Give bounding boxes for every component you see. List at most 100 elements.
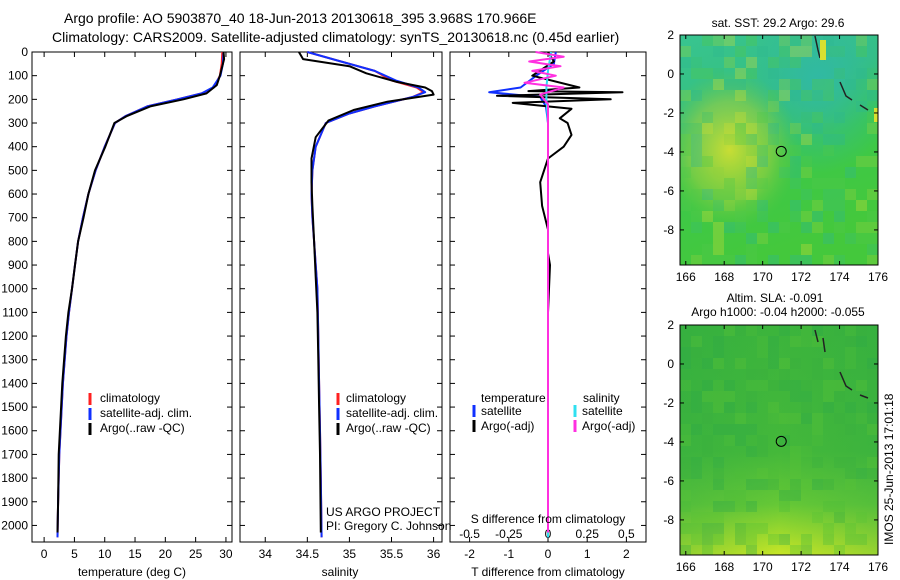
heatmap-cell: [680, 46, 691, 57]
heatmap-cell: [713, 380, 724, 391]
heatmap-cell: [801, 244, 812, 255]
heatmap-cell: [735, 523, 746, 534]
x-tick-label: 15: [128, 547, 142, 561]
salinity-axes: [239, 51, 443, 543]
heatmap-cell: [702, 211, 713, 222]
heatmap-cell: [702, 523, 713, 534]
heatmap-cell: [768, 468, 779, 479]
heatmap-cell: [757, 435, 768, 446]
y-tick-label: 200: [8, 92, 28, 106]
map-x-tick-label: 170: [753, 560, 773, 574]
heatmap-cell: [757, 200, 768, 211]
heatmap-cell: [823, 189, 834, 200]
y-tick-label: 1600: [1, 424, 28, 438]
map-x-tick-label: 172: [791, 270, 811, 284]
map-y-tick-label: 2: [667, 28, 674, 42]
heatmap-cell: [801, 211, 812, 222]
heatmap-cell: [735, 123, 746, 134]
heatmap-cell: [680, 435, 691, 446]
temperature-lines: [56, 51, 226, 538]
difference-panel: -2 -1 0 1 2-0.5 -0.25 0 0.25 0.5 temperature sal…: [449, 51, 647, 579]
heatmap-cell: [757, 233, 768, 244]
heatmap-cell: [768, 134, 779, 145]
heatmap-cell: [867, 79, 878, 90]
sla-argo-location-marker: [775, 435, 787, 447]
heatmap-cell: [724, 490, 735, 501]
heatmap-cell: [834, 501, 845, 512]
heatmap-cell: [823, 501, 834, 512]
temperature-axes: [31, 51, 233, 543]
heatmap-cell: [713, 534, 724, 545]
sla-map-title: Altim. SLA: -0.091: [727, 291, 824, 305]
heatmap-cell: [823, 380, 834, 391]
heatmap-cell: [790, 468, 801, 479]
heatmap-cell: [735, 255, 746, 265]
heatmap-cell: [691, 336, 702, 347]
heatmap-cell: [845, 424, 856, 435]
heatmap-cell: [801, 189, 812, 200]
heatmap-cell: [713, 35, 724, 46]
sst-map-panel: sat. SST: 29.2 Argo: 29.6 166 168 170 172 17…: [663, 16, 888, 284]
heatmap-cell: [724, 255, 735, 265]
heatmap-cell: [768, 358, 779, 369]
x-tick-label: -2: [464, 547, 475, 561]
map-x-tick-label: 174: [830, 270, 850, 284]
heatmap-cell: [812, 325, 823, 336]
heatmap-cell: [867, 358, 878, 369]
heatmap-cell: [735, 424, 746, 435]
heatmap-cell: [735, 435, 746, 446]
heatmap-cell: [691, 211, 702, 222]
map-y-tick-label: -8: [663, 513, 674, 527]
heatmap-cell: [746, 35, 757, 46]
heatmap-cell: [735, 534, 746, 545]
heatmap-cell: [845, 402, 856, 413]
heatmap-cell: [801, 325, 812, 336]
heatmap-cell: [867, 90, 878, 101]
heatmap-cell: [790, 79, 801, 90]
heatmap-cell: [757, 468, 768, 479]
heatmap-cell: [702, 255, 713, 265]
heatmap-cell: [691, 402, 702, 413]
heatmap-cell: [812, 200, 823, 211]
heatmap-cell: [702, 68, 713, 79]
heatmap-cell: [713, 46, 724, 57]
heatmap-cell: [680, 468, 691, 479]
heatmap-cell: [746, 479, 757, 490]
heatmap-cell: [845, 523, 856, 534]
heatmap-cell: [834, 68, 845, 79]
heatmap-cell: [801, 90, 812, 101]
heatmap-cell: [713, 189, 724, 200]
heatmap-cell: [735, 490, 746, 501]
sla-map-subtitle: Argo h1000: -0.04 h2000: -0.055: [691, 305, 865, 319]
heatmap-cell: [691, 145, 702, 156]
y-tick-label: 300: [8, 116, 28, 130]
heatmap-cell: [812, 413, 823, 424]
heatmap-cell: [801, 156, 812, 167]
x2-tick-label: -0.25: [495, 527, 523, 541]
heatmap-cell: [735, 112, 746, 123]
heatmap-cell: [768, 413, 779, 424]
heatmap-cell: [746, 545, 757, 555]
heatmap-cell: [768, 101, 779, 112]
x-tick-label: 5: [71, 547, 78, 561]
map-x-tick-label: 166: [676, 270, 696, 284]
heatmap-cell: [680, 457, 691, 468]
heatmap-cell: [834, 222, 845, 233]
heatmap-cell: [713, 402, 724, 413]
heatmap-cell: [867, 402, 878, 413]
heatmap-cell: [867, 222, 878, 233]
heatmap-cell: [691, 57, 702, 68]
x-tick-label: 1: [584, 547, 591, 561]
map-y-tick-label: -2: [663, 106, 674, 120]
heatmap-cell: [779, 57, 790, 68]
sst-map-title: sat. SST: 29.2 Argo: 29.6: [712, 16, 845, 30]
heatmap-cell: [680, 501, 691, 512]
heatmap-cell: [790, 545, 801, 555]
heatmap-cell: [724, 57, 735, 68]
legend-label-t-argo: Argo(-adj): [481, 419, 534, 433]
heatmap-cell: [823, 534, 834, 545]
heatmap-cell: [790, 336, 801, 347]
heatmap-cell: [746, 145, 757, 156]
heatmap-cell: [867, 457, 878, 468]
heatmap-cell: [746, 523, 757, 534]
